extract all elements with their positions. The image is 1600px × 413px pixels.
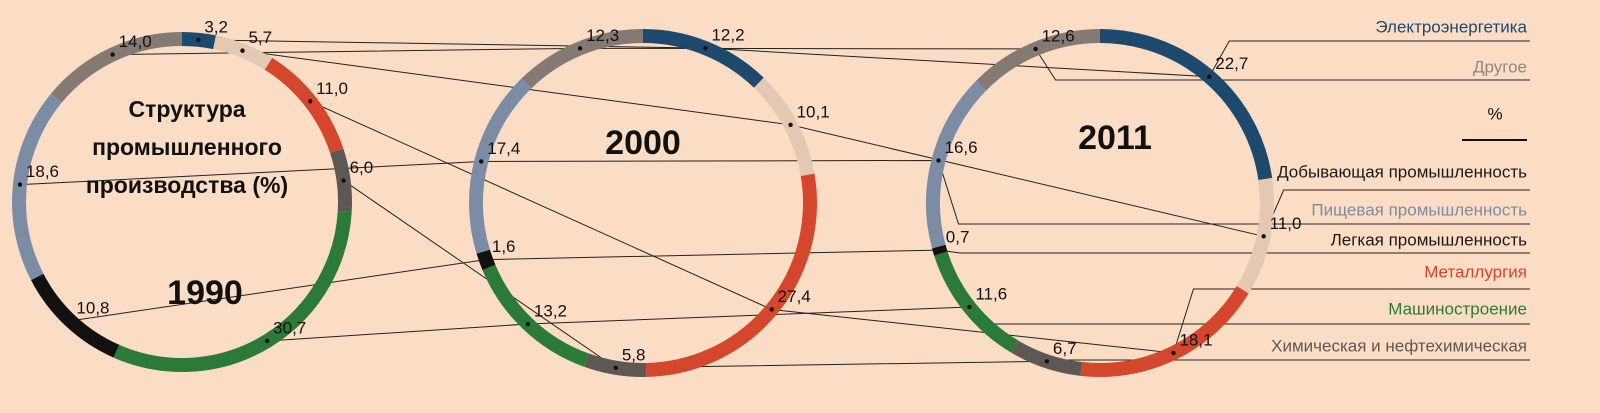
leader-dot	[1033, 46, 1038, 52]
value-label: 11,0	[1270, 214, 1302, 233]
leader-line	[112, 47, 1530, 81]
value-label: 3,2	[204, 17, 228, 36]
leader-dot	[613, 365, 619, 370]
value-label: 18,1	[1179, 330, 1212, 349]
value-label: 1,6	[492, 237, 516, 256]
value-label: 27,4	[778, 287, 811, 306]
legend-label: Электроэнергетика	[1375, 17, 1527, 36]
leader-dot	[240, 48, 245, 53]
legend-label: Металлургия	[1424, 262, 1527, 281]
donut-segment	[646, 173, 817, 377]
value-label: 0,7	[946, 228, 970, 247]
leader-dot	[769, 307, 774, 312]
leader-dot	[1171, 350, 1176, 356]
value-label: 12,2	[711, 26, 744, 45]
leader-dot	[967, 304, 972, 310]
leader-dot	[196, 37, 201, 43]
unit-label: %	[1487, 104, 1502, 123]
leader-dot	[68, 318, 73, 324]
value-label: 10,8	[76, 298, 109, 317]
chart-title: Структура промышленного производства (%)	[85, 96, 289, 198]
value-label: 22,7	[1215, 54, 1248, 73]
leader-dot	[1044, 359, 1050, 364]
leader-dot	[703, 45, 708, 51]
leader-dot	[341, 178, 346, 183]
value-label: 16,6	[945, 138, 978, 157]
legend-label: Машиностроение	[1388, 299, 1527, 318]
year-label: 2011	[1078, 119, 1152, 157]
donut-segment	[926, 80, 987, 249]
year-label: 2000	[605, 124, 681, 162]
leader-dot	[483, 257, 489, 262]
donut-segment	[976, 29, 1101, 91]
value-label: 30,7	[273, 318, 306, 337]
value-label: 12,6	[1042, 26, 1075, 45]
value-label: 5,7	[248, 28, 272, 47]
leader-dot	[788, 122, 793, 128]
donut-segment	[1080, 286, 1249, 377]
value-label: 11,0	[316, 79, 348, 98]
legend-label: Химическая и нефтехимическая	[1271, 336, 1527, 355]
legend-label: Добывающая промышленность	[1277, 162, 1527, 181]
leader-line	[198, 39, 1530, 78]
donut-segment	[469, 78, 532, 254]
leader-dot	[1207, 74, 1212, 79]
value-label: 6,7	[1053, 339, 1077, 358]
value-label: 6,0	[350, 158, 374, 177]
value-label: 18,6	[26, 162, 59, 181]
legend-label: Пищевая промышленность	[1311, 200, 1527, 219]
leader-dot	[307, 99, 313, 104]
donut-segment	[521, 29, 644, 89]
leader-dot	[577, 46, 583, 51]
leader-dot	[17, 182, 23, 187]
legend-label: Легкая промышленность	[1331, 230, 1528, 249]
value-label: 14,0	[119, 32, 152, 51]
leader-dot	[525, 321, 531, 327]
leader-dot	[264, 338, 270, 344]
value-label: 11,6	[975, 284, 1007, 303]
donut-segment	[12, 93, 62, 281]
leader-dot	[937, 247, 942, 253]
legend-label: Другое	[1473, 57, 1527, 76]
leader-dot	[1261, 234, 1266, 239]
value-label: 17,4	[487, 139, 520, 158]
value-label: 13,2	[534, 302, 567, 321]
value-label: 5,8	[622, 345, 646, 364]
leader-dot	[479, 159, 484, 164]
leader-dot	[110, 52, 115, 57]
leader-dot	[936, 158, 941, 163]
value-label: 12,3	[586, 26, 619, 45]
value-label: 10,1	[797, 102, 830, 121]
year-label: 1990	[167, 274, 243, 312]
